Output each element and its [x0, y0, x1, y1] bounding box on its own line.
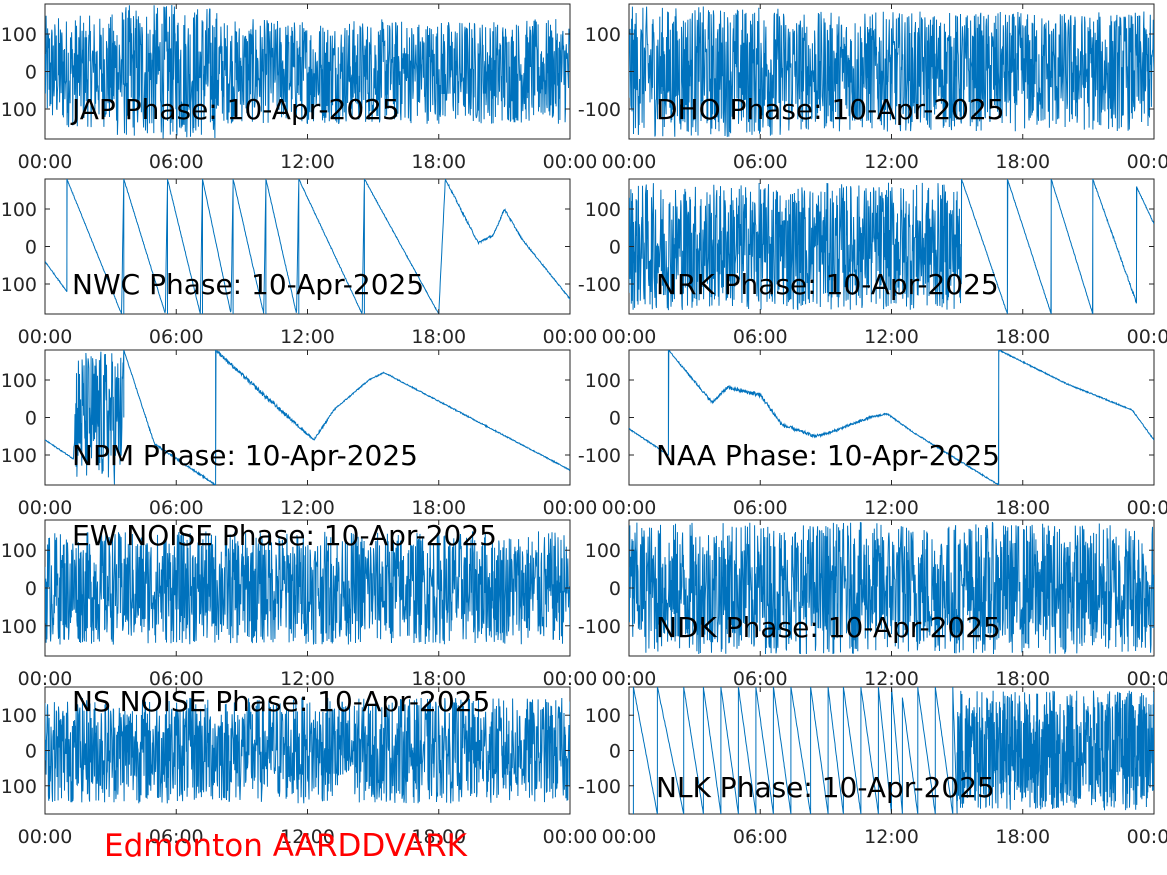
x-tick-label: 12:00 [280, 497, 335, 519]
y-tick-label: 0 [25, 62, 37, 84]
y-tick-label: 0 [609, 237, 621, 259]
x-tick-label: 00:00 [602, 151, 657, 173]
y-tick-label: 100 [585, 24, 621, 46]
y-tick-label: 0 [25, 741, 37, 763]
y-tick-label: -100 [578, 99, 621, 121]
panel-title: NAA Phase: 10-Apr-2025 [656, 439, 1000, 472]
phase-panel: 100 0 -100 00:00 06:00 12:00 18:00 00:00 NDK Pha… [578, 520, 1167, 690]
y-tick-label: 0 [609, 408, 621, 430]
y-tick-label: 100 [1, 445, 37, 467]
x-tick-label: 18:00 [995, 326, 1050, 348]
x-tick-label: 00:00 [18, 826, 73, 848]
y-tick-label: 100 [1, 274, 37, 296]
x-tick-label: 06:00 [149, 326, 204, 348]
y-tick-label: 0 [25, 408, 37, 430]
y-tick-label: -100 [578, 776, 621, 798]
y-tick-label: 100 [1, 705, 37, 727]
x-tick-label: 00:00 [602, 326, 657, 348]
x-tick-label: 00:00 [602, 497, 657, 519]
x-tick-label: 12:00 [864, 826, 919, 848]
x-tick-label: 00:00 [1127, 326, 1167, 348]
phase-panel: 100 0 100 00:00 06:00 12:00 18:00 00:00 JAP Phas… [1, 4, 598, 173]
x-tick-label: 06:00 [733, 326, 788, 348]
y-tick-label: 100 [1, 99, 37, 121]
phase-panel: 100 0 -100 00:00 06:00 12:00 18:00 00:00 NRK Pha… [578, 179, 1167, 348]
x-tick-label: 00:00 [543, 826, 598, 848]
y-tick-label: 100 [1, 199, 37, 221]
y-tick-label: 100 [585, 370, 621, 392]
x-tick-label: 00:00 [543, 326, 598, 348]
x-tick-label: 12:00 [280, 151, 335, 173]
x-tick-label: 18:00 [411, 497, 466, 519]
y-tick-label: 100 [585, 199, 621, 221]
panel-title: NRK Phase: 10-Apr-2025 [656, 268, 999, 301]
panel-title: NDK Phase: 10-Apr-2025 [656, 611, 1001, 644]
x-tick-label: 18:00 [411, 326, 466, 348]
x-tick-label: 12:00 [864, 151, 919, 173]
x-tick-label: 18:00 [995, 151, 1050, 173]
x-tick-label: 00:00 [1127, 826, 1167, 848]
y-tick-label: 100 [585, 705, 621, 727]
phase-panel: 100 0 -100 00:00 06:00 12:00 18:00 00:00 NLK Pha… [578, 687, 1167, 848]
x-tick-label: 12:00 [280, 326, 335, 348]
y-tick-label: 0 [25, 237, 37, 259]
x-tick-label: 00:00 [543, 151, 598, 173]
x-tick-label: 00:00 [18, 497, 73, 519]
x-tick-label: 00:00 [543, 497, 598, 519]
x-tick-label: 18:00 [995, 826, 1050, 848]
y-tick-label: 100 [1, 540, 37, 562]
phase-panel: 100 0 100 00:00 06:00 12:00 18:00 00:00 NPM Phas… [1, 350, 598, 519]
y-tick-label: 100 [1, 776, 37, 798]
y-tick-label: -100 [578, 616, 621, 638]
x-tick-label: 18:00 [411, 151, 466, 173]
panel-title: NPM Phase: 10-Apr-2025 [72, 439, 418, 472]
station-title: Edmonton AARDDVARK [104, 828, 467, 864]
phase-panel: 100 0 100 00:00 06:00 12:00 18:00 00:00 NWC Phas… [1, 179, 598, 348]
y-tick-label: 100 [585, 540, 621, 562]
panel-title: DHO Phase: 10-Apr-2025 [656, 93, 1005, 126]
x-tick-label: 00:00 [18, 151, 73, 173]
y-tick-label: 100 [1, 616, 37, 638]
x-tick-label: 00:00 [602, 826, 657, 848]
x-tick-label: 06:00 [733, 826, 788, 848]
y-tick-label: 0 [609, 578, 621, 600]
x-tick-label: 06:00 [149, 151, 204, 173]
y-tick-label: 0 [609, 741, 621, 763]
y-tick-label: 100 [1, 370, 37, 392]
phase-panel: 100 0 -100 00:00 06:00 12:00 18:00 00:00 NAA Pha… [578, 350, 1167, 519]
phase-panel: 100 0 100 00:00 06:00 12:00 18:00 00:00 NS NOISE… [1, 685, 598, 848]
panel-title: NLK Phase: 10-Apr-2025 [656, 771, 995, 804]
y-tick-label: 0 [25, 578, 37, 600]
panel-title: NWC Phase: 10-Apr-2025 [72, 268, 424, 301]
y-tick-label: -100 [578, 274, 621, 296]
x-tick-label: 06:00 [733, 151, 788, 173]
y-tick-label: -100 [578, 445, 621, 467]
panel-title: JAP Phase: 10-Apr-2025 [70, 93, 400, 126]
y-tick-label: 100 [1, 24, 37, 46]
x-tick-label: 00:00 [1127, 151, 1167, 173]
panel-title: EW NOISE Phase: 10-Apr-2025 [72, 519, 497, 552]
x-tick-label: 06:00 [733, 497, 788, 519]
phase-panel: 100 -100 00:00 06:00 12:00 18:00 00:00 DHO Phas… [578, 4, 1167, 173]
x-tick-label: 12:00 [864, 326, 919, 348]
x-tick-label: 06:00 [149, 497, 204, 519]
panel-title: NS NOISE Phase: 10-Apr-2025 [72, 685, 490, 718]
x-tick-label: 00:00 [1127, 497, 1167, 519]
x-tick-label: 18:00 [995, 497, 1050, 519]
x-tick-label: 12:00 [864, 497, 919, 519]
x-tick-label: 00:00 [18, 326, 73, 348]
phase-panel: 100 0 100 00:00 06:00 12:00 18:00 00:00 EW NOISE… [1, 519, 598, 690]
